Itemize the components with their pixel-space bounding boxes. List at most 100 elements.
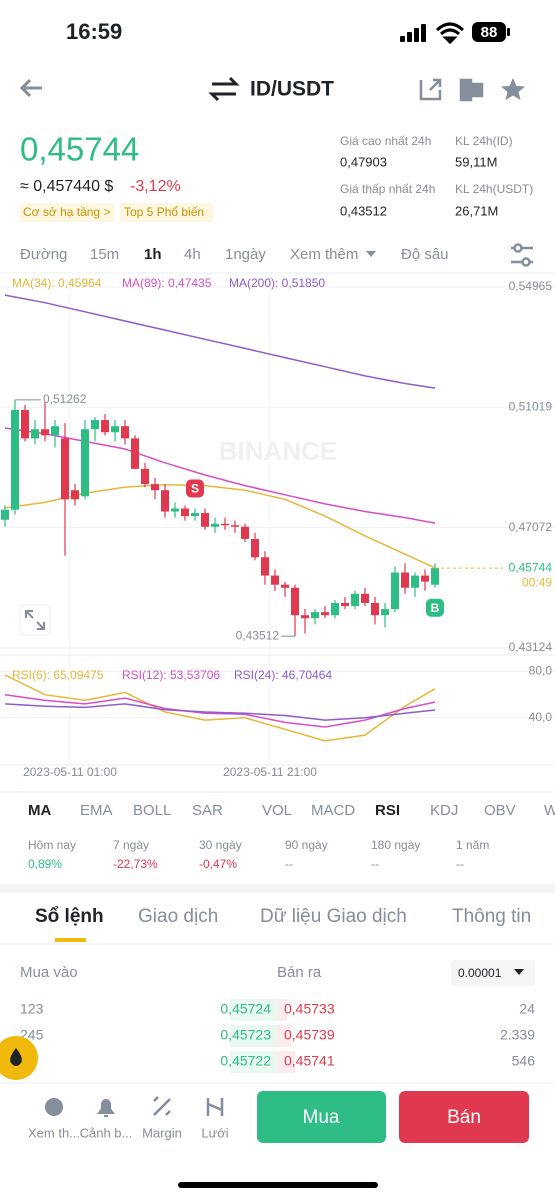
settings-knob [513, 243, 523, 253]
signal-icon [400, 24, 426, 42]
x-tick-label: 2023-05-11 21:00 [223, 765, 317, 779]
settings-knob [521, 257, 531, 267]
indicator-tab[interactable]: RSI [375, 802, 400, 819]
approx-price: ≈ 0,457440 $ [20, 178, 113, 195]
dropdown-arrow [366, 251, 376, 257]
y-tick-label: 0,43124 [509, 640, 553, 654]
candle-body [131, 438, 139, 469]
bottom-item[interactable]: Cảnh b... [80, 1125, 133, 1140]
timeframe-more[interactable]: Xem thêm [290, 246, 358, 263]
candle-body [91, 420, 99, 430]
y-tick-label: 0,51019 [509, 399, 553, 413]
candle-body [141, 468, 149, 485]
candle-body [241, 526, 249, 539]
section-gap [0, 884, 555, 893]
candle-body [201, 513, 209, 527]
ask-price: 0,45739 [284, 1027, 335, 1043]
timeframe[interactable]: 1ngày [225, 246, 266, 263]
timeframe-active[interactable]: 1h [144, 246, 162, 263]
indicator-tabs: MA EMA BOLL SAR VOL MACD RSI KDJ OBV W [28, 802, 555, 819]
bid-amount: 123 [20, 1001, 44, 1017]
indicator-tab[interactable]: VOL [262, 802, 292, 819]
indicator-tab[interactable]: SAR [192, 802, 223, 819]
timeframe[interactable]: 15m [90, 246, 119, 263]
back-button[interactable] [19, 78, 42, 98]
share-icon[interactable] [419, 78, 442, 101]
period-change: -22,73% [113, 857, 158, 871]
fullscreen-icon [25, 610, 45, 630]
candle-body [161, 490, 169, 512]
indicator-tab[interactable]: OBV [484, 802, 516, 819]
more-icon[interactable] [45, 1098, 63, 1116]
indicator-tab[interactable]: BOLL [133, 802, 171, 819]
period-change: -0,47% [199, 857, 237, 871]
period-change: 0,89% [28, 857, 62, 871]
bottom-item[interactable]: Lưới [201, 1125, 228, 1140]
tab[interactable]: Thông tin [452, 906, 531, 927]
period-change: -- [456, 857, 464, 871]
legend-entry: RSI(24): 46,70464 [234, 668, 332, 682]
indicator-tab[interactable]: MA [28, 802, 51, 819]
pair-title: ID/USDT [250, 78, 334, 101]
price-change: -3,12% [130, 178, 181, 195]
indicator-tab[interactable]: MACD [311, 802, 355, 819]
period-label: 30 ngày [199, 838, 242, 852]
ask-amount: 2.339 [500, 1027, 535, 1043]
indicator-tab[interactable]: EMA [80, 802, 113, 819]
signal-label: S [191, 482, 199, 496]
timeframe[interactable]: 4h [184, 246, 201, 263]
candle-body [341, 603, 349, 607]
dropdown-arrow [514, 969, 524, 975]
indicator-tab[interactable]: W [544, 802, 555, 819]
low-label: 0,43512 [236, 628, 280, 642]
candle-body [121, 426, 129, 439]
period-label: 90 ngày [285, 838, 328, 852]
home-indicator [178, 1182, 378, 1188]
period-label: 1 năm [456, 838, 489, 852]
indicator-line [4, 294, 436, 389]
candle-body [401, 572, 409, 588]
bottom-item[interactable]: Margin [142, 1125, 182, 1140]
swap-icon[interactable] [208, 76, 240, 102]
rsi-chart: 40,0 80,0 RSI(6): 65,09475 RSI(12): 53,5370… [0, 664, 555, 742]
legend-entry: MA(89): 0,47435 [122, 276, 212, 290]
compare-icon[interactable] [459, 78, 484, 102]
precision-select[interactable] [451, 960, 535, 986]
candle-body [221, 523, 229, 526]
candle-body [151, 484, 159, 491]
margin-icon[interactable] [153, 1096, 171, 1116]
depth-tab[interactable]: Độ sâu [401, 246, 449, 263]
ask-depth [277, 1051, 295, 1073]
ask-amount: 24 [519, 1001, 535, 1017]
timeframe[interactable]: Đường [20, 246, 67, 263]
candle-body [391, 572, 399, 610]
y-tick-label: 0,54965 [509, 279, 553, 293]
bottom-item[interactable]: Xem th... [28, 1125, 80, 1140]
tab[interactable]: Dữ liệu Giao dịch [260, 906, 407, 927]
bid-price: 0,45723 [220, 1027, 271, 1043]
grid-icon[interactable] [206, 1098, 224, 1116]
candle-body [411, 575, 419, 588]
buy-button[interactable] [257, 1091, 386, 1143]
countdown: 00:49 [522, 575, 552, 589]
indicator-line [4, 693, 436, 728]
favorite-icon[interactable] [501, 78, 525, 100]
fullscreen-button[interactable] [19, 604, 51, 636]
stat-value: 0,47903 [340, 154, 387, 169]
indicator-line [4, 674, 436, 742]
tag[interactable]: Top 5 Phổ biến [124, 205, 204, 219]
candle-body [1, 509, 9, 520]
tab[interactable]: Giao dịch [138, 906, 218, 927]
sell-button[interactable] [399, 1091, 529, 1143]
tag[interactable]: Cơ sở hạ tầng > [23, 205, 110, 219]
stat-label: Giá thấp nhất 24h [340, 182, 435, 196]
stat-value: 26,71M [455, 203, 498, 218]
stat-label: KL 24h(USDT) [455, 182, 533, 196]
alert-icon[interactable] [97, 1099, 115, 1117]
indicator-tab[interactable]: KDJ [430, 802, 458, 819]
candle-body [271, 575, 279, 585]
candle-body [191, 513, 199, 517]
price-chart: MA(34): 0,45964 MA(89): 0,47435 MA(200): 0… [1, 276, 555, 642]
tab-active[interactable]: Sổ lệnh [35, 906, 104, 927]
